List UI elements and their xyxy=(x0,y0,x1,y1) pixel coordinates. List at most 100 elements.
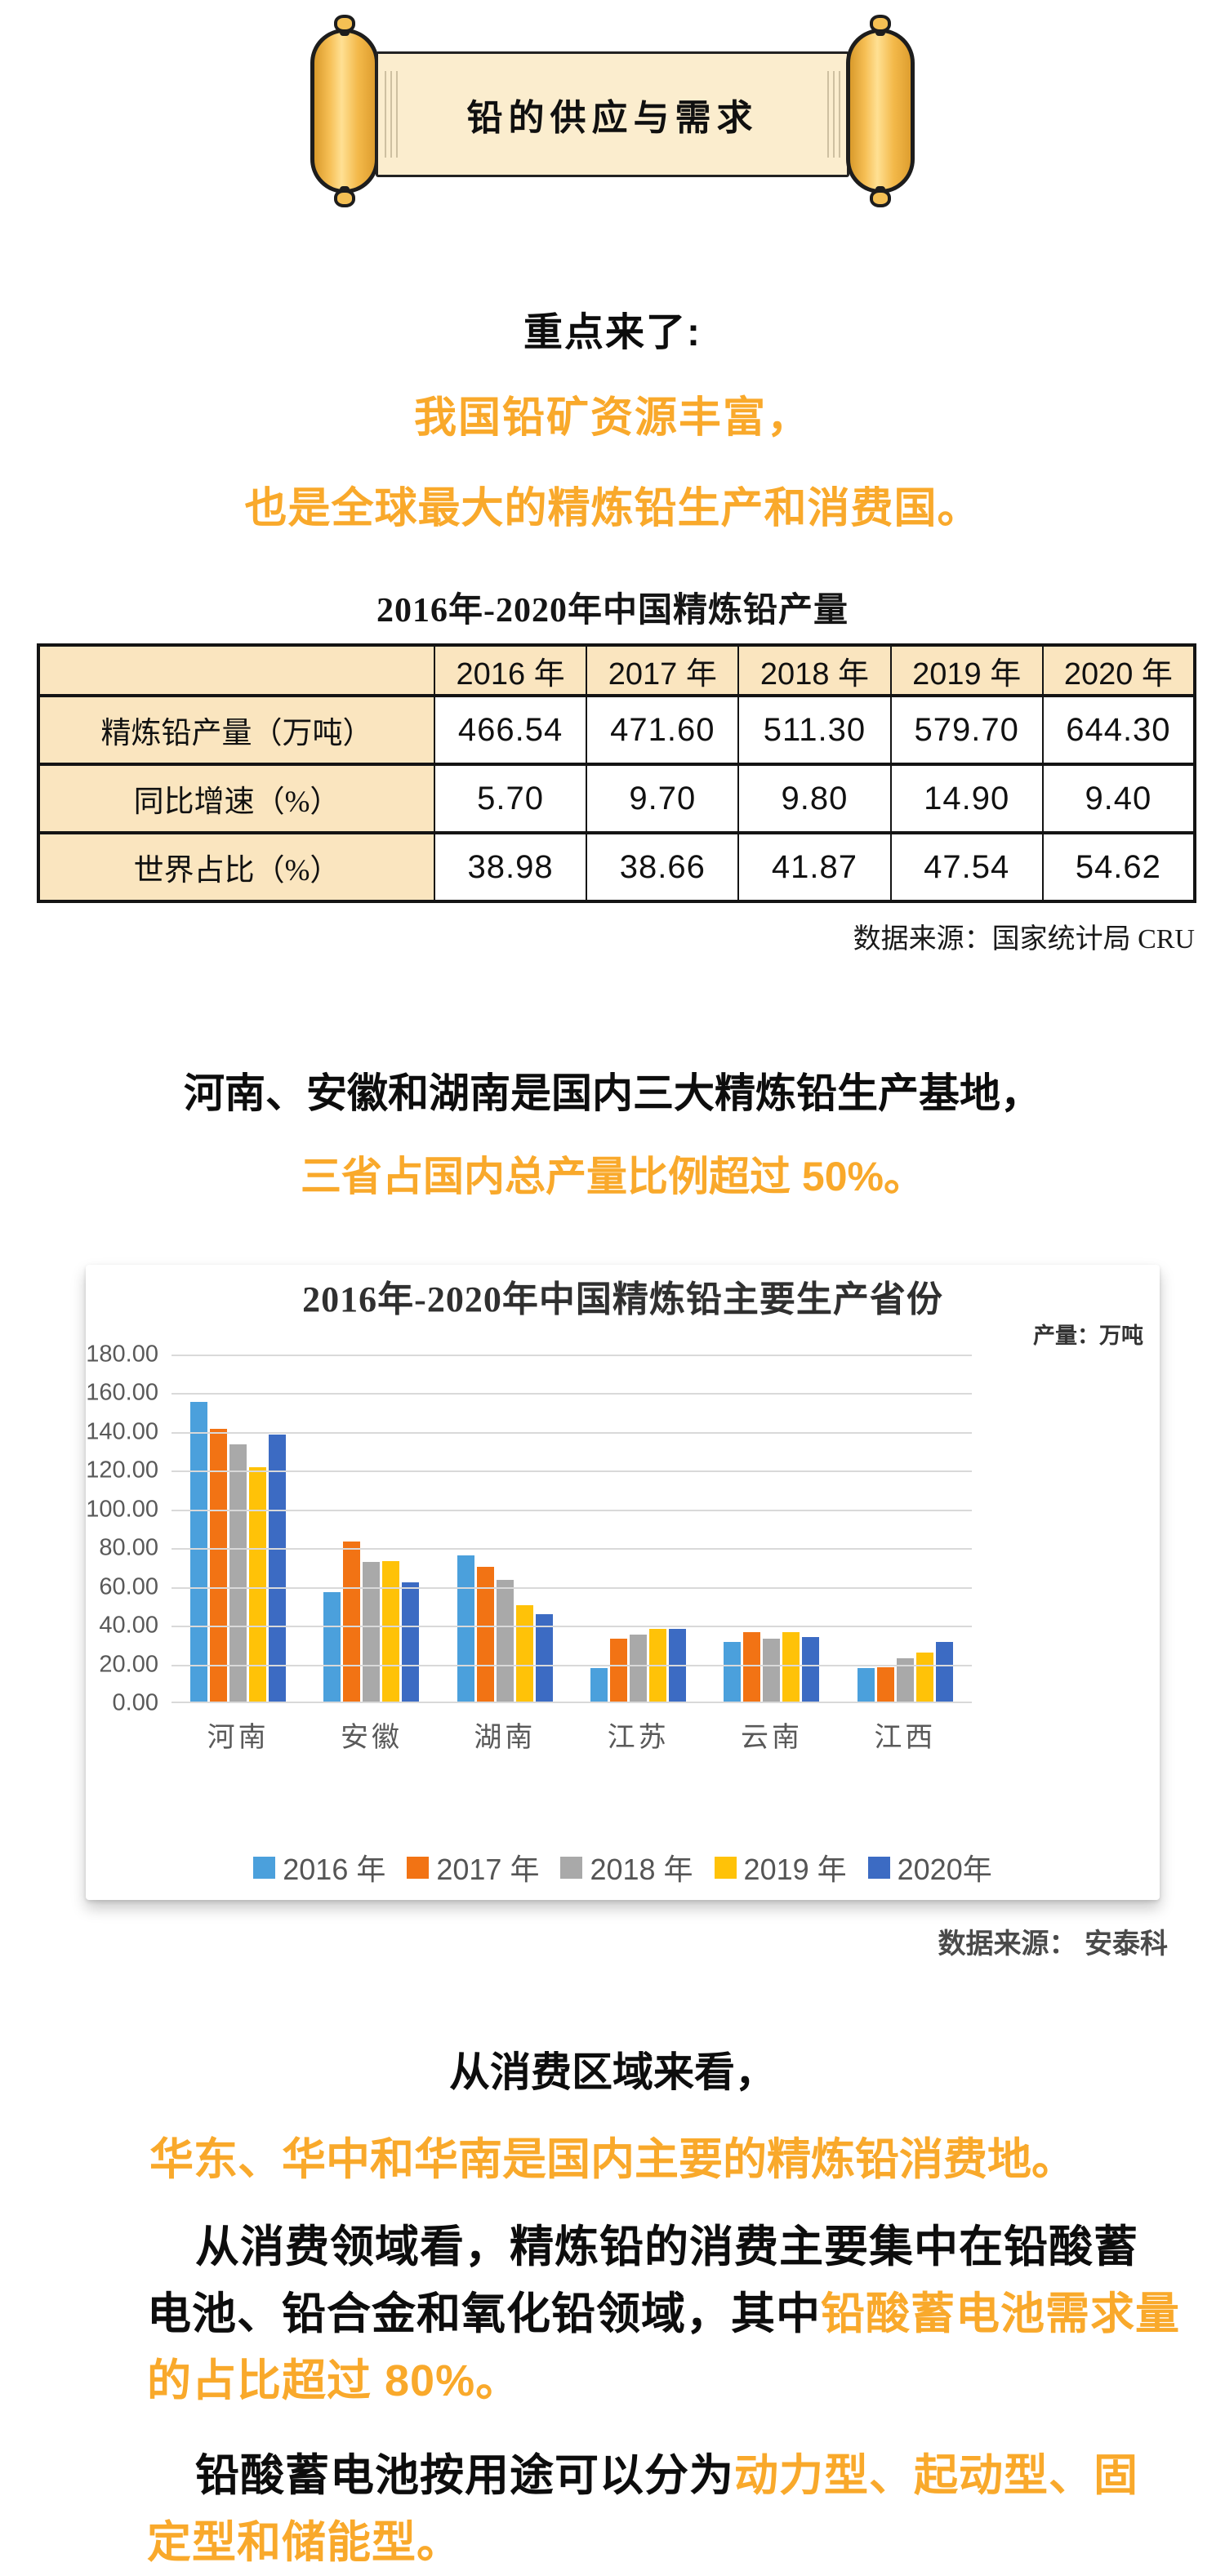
paragraph-line: 铅酸蓄电池按用途可以分为动力型、起动型、固 xyxy=(147,2442,1143,2509)
paragraph-line: 从消费领域看，精炼铅的消费主要集中在铅酸蓄 xyxy=(147,2213,1143,2280)
legend-item: 2019 年 xyxy=(714,1846,847,1889)
bar xyxy=(343,1541,361,1703)
legend-label: 2017 年 xyxy=(436,1853,540,1886)
body-text: 电池、铅合金和氧化铅领域，其中 xyxy=(147,2289,821,2338)
table-cell: 9.70 xyxy=(586,763,740,834)
table-cell: 466.54 xyxy=(433,694,588,766)
table-cell: 54.62 xyxy=(1041,831,1196,903)
table-cell: 511.30 xyxy=(737,694,892,766)
bar-group xyxy=(705,1355,838,1703)
body-text: 铅酸蓄电池按用途可以分为 xyxy=(195,2451,734,2500)
table-source: 数据来源：国家统计局 CRU xyxy=(853,924,1195,954)
bar xyxy=(190,1402,208,1703)
table-row: 世界占比（%） 38.98 38.66 41.87 47.54 54.62 xyxy=(38,831,1196,903)
gridline xyxy=(172,1470,972,1473)
table-year-header: 2018 年 xyxy=(737,643,892,697)
chart-plot-area: 180.00 160.00 140.00 120.00 100.00 80.00 60.00… xyxy=(86,1341,972,1716)
scroll-banner: 铅的供应与需求 xyxy=(310,12,915,208)
bar xyxy=(402,1582,420,1703)
legend-swatch-icon xyxy=(714,1856,737,1879)
bar xyxy=(323,1591,341,1703)
table-corner-cell xyxy=(38,643,435,697)
intro-highlight-2: 也是全球最大的精炼铅生产和消费国。 xyxy=(244,485,981,532)
y-axis-tick: 20.00 xyxy=(99,1651,158,1678)
bar-group xyxy=(439,1355,572,1703)
gridline xyxy=(172,1702,972,1703)
table-cell: 38.98 xyxy=(433,831,588,903)
y-axis-tick: 80.00 xyxy=(99,1534,158,1561)
bar xyxy=(590,1668,608,1703)
gridline xyxy=(172,1664,972,1666)
bar xyxy=(802,1637,820,1703)
legend-item: 2020年 xyxy=(867,1846,992,1889)
bar xyxy=(724,1642,742,1703)
table-cell: 14.90 xyxy=(889,763,1044,834)
legend-item: 2017 年 xyxy=(407,1846,539,1889)
bar xyxy=(476,1566,494,1703)
x-axis-labels: 河南 安徽 湖南 江苏 云南 江西 xyxy=(172,1715,972,1755)
gridline xyxy=(172,1509,972,1511)
production-subtitle: 河南、安徽和湖南是国内三大精炼铅生产基地， xyxy=(184,1070,1041,1116)
chart-title: 2016年-2020年中国精炼铅主要生产省份 xyxy=(302,1279,943,1319)
legend-label: 2019 年 xyxy=(743,1853,847,1886)
legend-swatch-icon xyxy=(560,1856,583,1879)
bar xyxy=(496,1580,514,1703)
bar xyxy=(630,1634,648,1703)
bar-group xyxy=(572,1355,705,1703)
category-label: 江苏 xyxy=(607,1723,670,1753)
bar xyxy=(229,1444,247,1703)
bar xyxy=(269,1435,287,1703)
table-year-header: 2019 年 xyxy=(889,643,1044,697)
y-axis-tick: 160.00 xyxy=(86,1379,158,1406)
scroll-knob-icon xyxy=(334,189,355,207)
category-label: 河南 xyxy=(207,1723,270,1753)
bar xyxy=(457,1555,474,1703)
paragraph: 从消费领域看，精炼铅的消费主要集中在铅酸蓄 电池、铅合金和氧化铅领域，其中铅酸蓄电… xyxy=(147,2213,1179,2414)
legend-swatch-icon xyxy=(867,1856,890,1879)
bar xyxy=(382,1560,400,1703)
legend-label: 2020年 xyxy=(897,1853,992,1886)
legend-item: 2018 年 xyxy=(560,1846,693,1889)
highlighted-text: 的占比超过 80%。 xyxy=(147,2356,521,2405)
legend-item: 2016 年 xyxy=(253,1846,385,1889)
consumption-highlight: 华东、华中和华南是国内主要的精炼铅消费地。 xyxy=(149,2135,1076,2184)
table-row: 精炼铅产量（万吨） 466.54 471.60 511.30 579.70 644.30 xyxy=(38,694,1196,766)
scroll-knob-icon xyxy=(334,15,355,33)
gridline xyxy=(172,1431,972,1434)
consumption-paragraphs: 从消费领域看，精炼铅的消费主要集中在铅酸蓄电池、铅合金和氧化铅领域，其中铅酸蓄电… xyxy=(147,2213,1179,2576)
table-title: 2016年-2020年中国精炼铅产量 xyxy=(376,592,849,630)
gridline xyxy=(172,1355,972,1356)
scroll-roller-right-icon xyxy=(846,15,915,207)
y-axis-tick: 180.00 xyxy=(86,1341,158,1368)
y-axis-tick: 0.00 xyxy=(112,1689,158,1716)
table-header: 2016 年 2017 年 2018 年 2019 年 2020 年 xyxy=(38,643,1196,697)
bar xyxy=(915,1653,933,1703)
y-axis-tick: 40.00 xyxy=(99,1612,158,1639)
bar xyxy=(210,1429,228,1703)
scroll-knob-icon xyxy=(870,15,891,33)
highlighted-text: 动力型、起动型、固 xyxy=(734,2451,1138,2500)
page-title: 铅的供应与需求 xyxy=(466,98,759,138)
gridline xyxy=(172,1548,972,1550)
y-axis-tick: 100.00 xyxy=(86,1496,158,1523)
table-year-header: 2017 年 xyxy=(586,643,740,697)
chart-source: 数据来源： 安泰科 xyxy=(938,1929,1168,1960)
scroll-paper: 铅的供应与需求 xyxy=(376,51,849,177)
table-row-label: 同比增速（%） xyxy=(38,763,435,834)
chart-unit-label: 产量：万吨 xyxy=(1033,1324,1143,1348)
bar xyxy=(763,1638,781,1703)
intro-lead: 重点来了: xyxy=(523,311,702,354)
bar xyxy=(935,1642,953,1703)
bar xyxy=(782,1632,800,1703)
chart-legend: 2016 年 2017 年 2018 年 2019 年 2020年 xyxy=(86,1846,1160,1889)
bar-group xyxy=(839,1355,972,1703)
bar xyxy=(857,1668,875,1703)
gridline xyxy=(172,1586,972,1589)
production-highlight: 三省占国内总产量比例超过 50%。 xyxy=(301,1154,924,1199)
category-label: 江西 xyxy=(874,1723,937,1753)
highlighted-text: 定型和储能型。 xyxy=(147,2518,461,2567)
table-cell: 41.87 xyxy=(737,831,892,903)
category-label: 安徽 xyxy=(340,1723,403,1753)
chart-card: 2016年-2020年中国精炼铅主要生产省份 产量：万吨 180.00 160.0… xyxy=(86,1265,1160,1900)
scroll-hatch-decoration xyxy=(827,70,840,158)
